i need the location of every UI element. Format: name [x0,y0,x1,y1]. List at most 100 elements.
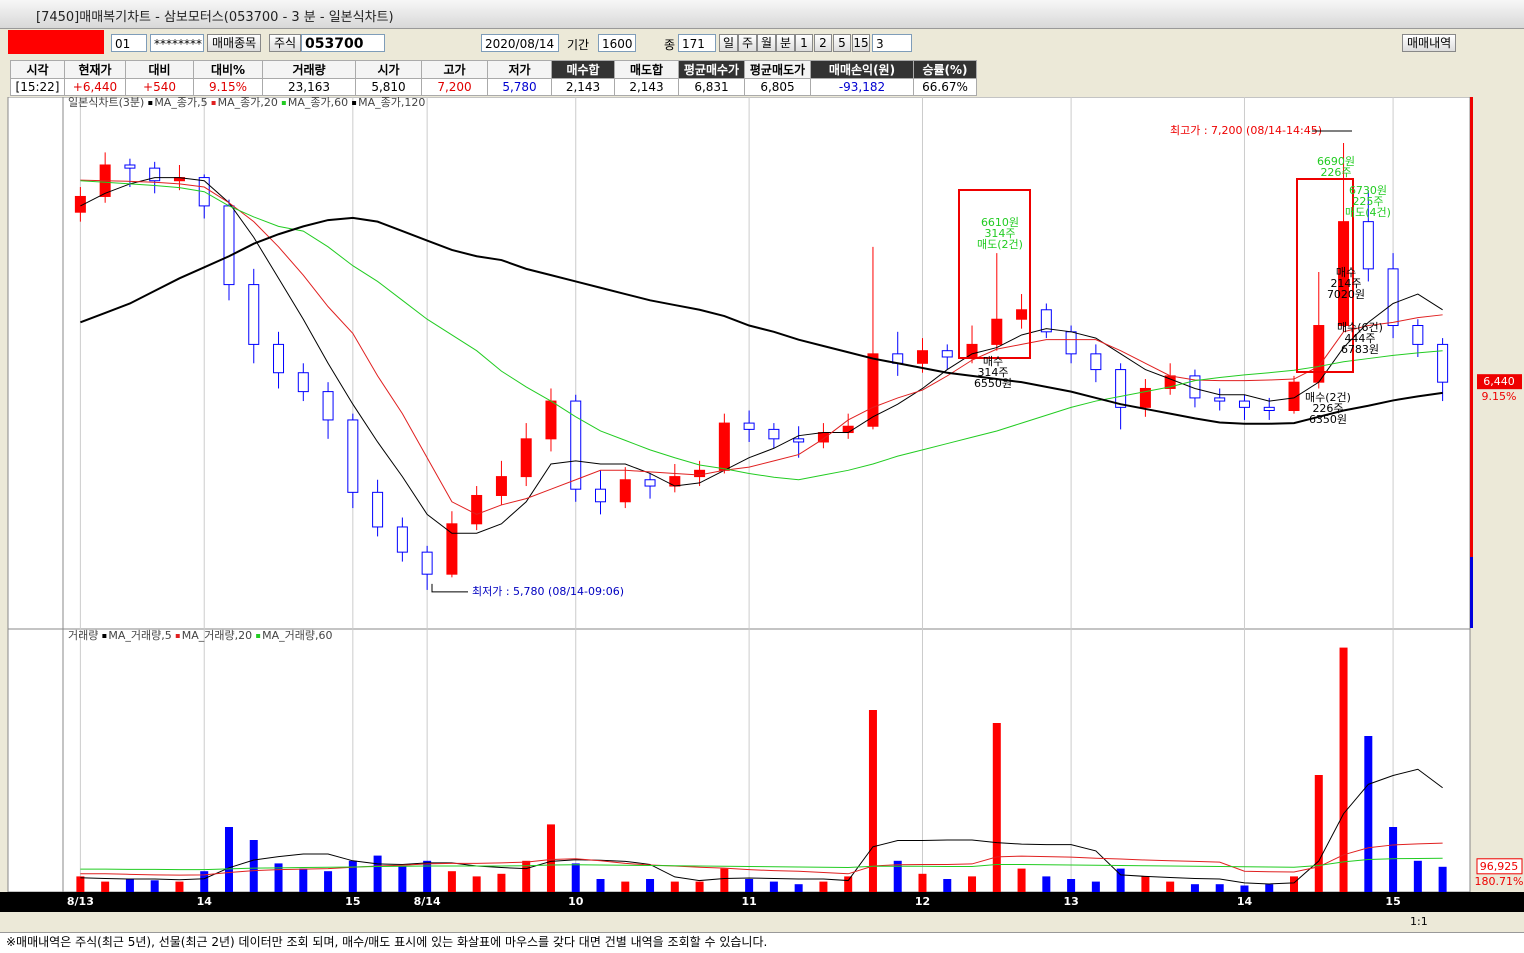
period-button[interactable]: 5 [833,34,851,52]
period-button[interactable]: 2 [814,34,832,52]
stock-button[interactable]: 매매종목 [207,34,262,52]
info-header-cell: 저가 [487,60,552,79]
info-value-cell: 7,200 [421,78,488,96]
period[interactable]: 1600 [598,34,636,52]
account[interactable]: 01 [111,34,147,52]
info-value-cell: -93,182 [810,78,914,96]
legend-swatch [256,634,261,638]
zoom[interactable]: 1:1 [1410,915,1428,928]
period-button[interactable]: 1 [795,34,813,52]
period-button[interactable]: 주 [738,34,757,52]
candle-body [991,318,1003,345]
trade-note: 6690원 [1317,155,1355,168]
volume-bar [819,881,828,892]
code[interactable]: 053700 [301,34,385,52]
volume-bar [274,863,283,892]
candle-body [248,284,260,345]
trade-note: 매수 [1336,266,1356,279]
info-value-cell: 5,810 [355,78,422,96]
period-button[interactable]: 분 [776,34,795,52]
trade-note: 6550원 [974,377,1012,390]
trade-note: 226주 [1320,166,1351,179]
candle-body [396,526,408,553]
side-bar [1470,557,1473,628]
period-button[interactable]: 15 [852,34,870,52]
volume-bar [943,879,952,892]
volume-bar [596,879,605,892]
x-tick-label: 13 [1063,895,1078,908]
info-values: [15:22] +6,440 +540 9.15% 23,163 5,810 7,200 5,… [10,78,977,96]
volume-bar [844,876,853,892]
candle-body [1115,369,1127,408]
volume-bar [150,880,159,892]
period-button[interactable]: 월 [757,34,776,52]
candle-body [545,400,557,440]
candle-body [694,469,706,478]
info-header-cell: 평균매도가 [744,60,811,79]
window-title: [7450]매매복기차트 - 삼보모터스(053700 - 3 분 - 일본식차… [36,10,394,25]
info-value-cell: 6,805 [744,78,811,96]
volume-bar [125,879,134,892]
candle-body [223,205,235,286]
side-bar [1470,97,1473,557]
trade-note: 214주 [1330,277,1361,290]
volume-bar [1240,885,1249,892]
price-marker [1477,374,1522,390]
volume-bar [1042,876,1051,892]
x-tick-label: 8/14 [414,895,441,908]
status-text: ※매매내역은 주식(최근 5년), 선물(최근 2년) 데이터만 조회 되며, … [6,935,768,949]
info-value-cell: 66.67% [913,78,977,96]
candle-body [1040,309,1052,333]
legend-title: 일본식차트(3분) [68,97,144,109]
volume-bar [522,860,531,892]
candle-body [743,422,755,430]
password[interactable]: ******** [150,34,204,52]
x-tick-label: 14 [1237,895,1253,908]
trade-note: 225주 [1352,195,1383,208]
candle-body [347,419,359,493]
volume-bar [745,879,754,892]
candle-body [941,350,953,358]
volume-bar [423,860,432,892]
scroll-bar[interactable] [0,912,1524,932]
count[interactable]: 171 [678,34,716,52]
info-header-cell: 매매손익(원) [810,60,914,79]
volume-bar [497,873,506,892]
volume-bar [1091,881,1100,892]
volume-ratio: 180.71% [1475,875,1524,888]
candle-body [1313,325,1325,383]
candle-body [1090,353,1102,371]
candle-body [1214,397,1226,402]
volume-bar [571,863,580,892]
legend-swatch [175,634,180,638]
volume-bar [200,871,209,892]
candle-body [644,479,656,487]
title-bar: [7450]매매복기차트 - 삼보모터스(053700 - 3 분 - 일본식차… [0,0,1524,29]
volume-ma-line [80,768,1443,885]
legend-swatch [102,634,107,638]
candle-body [322,391,334,421]
volume-bar [695,881,704,892]
volume-bar [1166,881,1175,892]
market[interactable]: 주식 [269,34,302,52]
volume-bar [348,860,357,892]
info-header-cell: 평균매수가 [678,60,745,79]
period-label: 기간 [567,38,590,52]
history-button[interactable]: 매매내역 [1402,34,1457,52]
volume-bar [893,860,902,892]
ma-line [80,179,1443,515]
volume-bar [1339,647,1348,892]
info-header-cell: 고가 [421,60,488,79]
highlight-box [1296,178,1354,373]
volume-bar [1265,884,1274,892]
candle-body [149,167,161,182]
volume-bar [1067,879,1076,892]
minute-input[interactable]: 3 [872,34,912,52]
date[interactable]: 2020/08/14 [481,34,559,52]
x-tick-label: 15 [345,895,360,908]
trade-note: 6610원 [981,216,1019,229]
info-value-cell: 6,831 [678,78,745,96]
period-button[interactable]: 일 [719,34,738,52]
info-value-cell: 23,163 [262,78,356,96]
